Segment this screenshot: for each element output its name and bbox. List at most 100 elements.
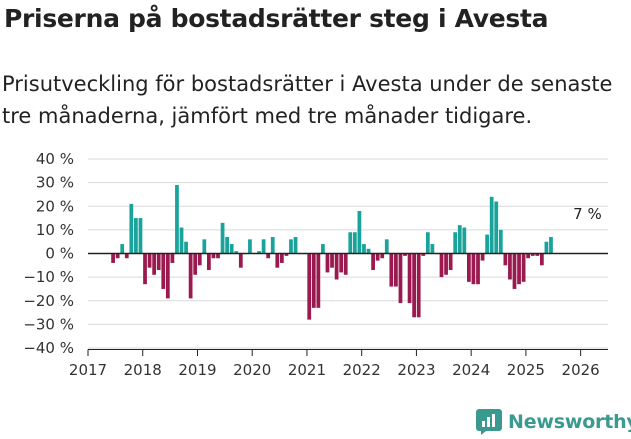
bar xyxy=(366,248,371,254)
bar xyxy=(375,253,380,261)
y-tick-label: −30 % xyxy=(23,315,74,333)
bar xyxy=(444,253,448,275)
bar xyxy=(197,253,202,266)
bars xyxy=(88,184,608,320)
x-tick-label: 2024 xyxy=(452,361,490,379)
bar xyxy=(193,253,198,275)
bar xyxy=(476,253,480,285)
bar xyxy=(480,253,485,261)
bar xyxy=(334,253,339,280)
bar xyxy=(321,244,325,254)
bar xyxy=(517,253,521,285)
chart-title: Priserna på bostadsrätter steg i Avesta xyxy=(4,4,549,33)
bar xyxy=(457,225,462,254)
bar xyxy=(207,253,211,271)
bar xyxy=(293,236,298,254)
bar xyxy=(115,253,120,259)
bar xyxy=(371,253,375,271)
bar xyxy=(439,253,444,278)
bar xyxy=(266,253,271,259)
bar xyxy=(120,244,125,254)
bar xyxy=(339,253,344,273)
y-tick-label: 10 % xyxy=(36,221,74,239)
bar xyxy=(489,196,494,254)
bar xyxy=(325,253,330,273)
bar xyxy=(156,253,161,271)
bar xyxy=(508,253,512,280)
bar xyxy=(225,236,229,254)
bar xyxy=(421,253,426,256)
bar xyxy=(284,253,289,256)
x-tick-label: 2019 xyxy=(178,361,216,379)
bar xyxy=(238,253,243,268)
y-tick-label: −10 % xyxy=(23,268,74,286)
bar xyxy=(416,253,421,318)
bar xyxy=(165,253,170,299)
bar xyxy=(485,234,489,254)
annotations: 7 % xyxy=(573,205,602,223)
y-tick-label: 30 % xyxy=(36,174,74,192)
grid-lines xyxy=(88,158,608,349)
bar xyxy=(343,253,348,275)
bar xyxy=(394,253,398,287)
annotation-label: 7 % xyxy=(573,205,602,223)
bar xyxy=(389,253,394,287)
bar xyxy=(407,253,412,304)
bar xyxy=(494,201,499,254)
bar xyxy=(270,236,275,254)
bar xyxy=(188,253,193,299)
bar xyxy=(170,253,175,263)
bar xyxy=(211,253,216,259)
bar xyxy=(316,253,321,308)
y-axis-labels: −40 % −30 % −20 % −10 % 0 % 10 % 20 % 30 % 40 % xyxy=(23,150,74,357)
bar xyxy=(521,253,526,282)
bar xyxy=(512,253,517,289)
bar xyxy=(229,244,234,254)
bar xyxy=(526,253,531,259)
x-axis: 2017 2018 2019 2020 2021 2022 2023 2024 2025 2026 xyxy=(69,349,608,379)
bar xyxy=(289,239,293,254)
bar xyxy=(129,203,134,254)
bar xyxy=(124,253,129,259)
bar xyxy=(448,253,453,271)
y-tick-label: 20 % xyxy=(36,197,74,215)
bar xyxy=(279,253,284,263)
bar xyxy=(462,227,467,254)
x-tick-label: 2025 xyxy=(507,361,545,379)
bar xyxy=(111,253,115,263)
x-tick-label: 2018 xyxy=(124,361,162,379)
bar xyxy=(220,222,225,254)
bar xyxy=(544,241,549,254)
bar xyxy=(257,251,261,254)
bar xyxy=(202,239,207,254)
bar xyxy=(161,253,166,289)
bar xyxy=(384,239,389,254)
bar xyxy=(138,218,143,254)
x-tick-label: 2017 xyxy=(69,361,107,379)
bar xyxy=(152,253,157,275)
bar xyxy=(530,253,535,256)
y-tick-label: 40 % xyxy=(36,150,74,168)
bar xyxy=(503,253,508,266)
bar xyxy=(362,244,366,254)
bar xyxy=(535,253,540,256)
bar xyxy=(380,253,385,259)
newsworthy-logo-icon xyxy=(476,409,502,435)
bar xyxy=(275,253,280,268)
x-tick-label: 2021 xyxy=(288,361,326,379)
x-tick-label: 2022 xyxy=(343,361,381,379)
bar xyxy=(307,253,312,320)
bar xyxy=(467,253,471,282)
bar xyxy=(398,253,403,304)
bar xyxy=(549,236,553,254)
bar xyxy=(134,218,138,254)
bar xyxy=(234,251,239,254)
brand-logo: Newsworthy xyxy=(476,408,631,436)
bar xyxy=(539,253,544,266)
y-tick-label: −20 % xyxy=(23,292,74,310)
bar xyxy=(471,253,476,285)
bar xyxy=(412,253,417,318)
bar xyxy=(348,232,353,254)
x-tick-label: 2026 xyxy=(562,361,600,379)
